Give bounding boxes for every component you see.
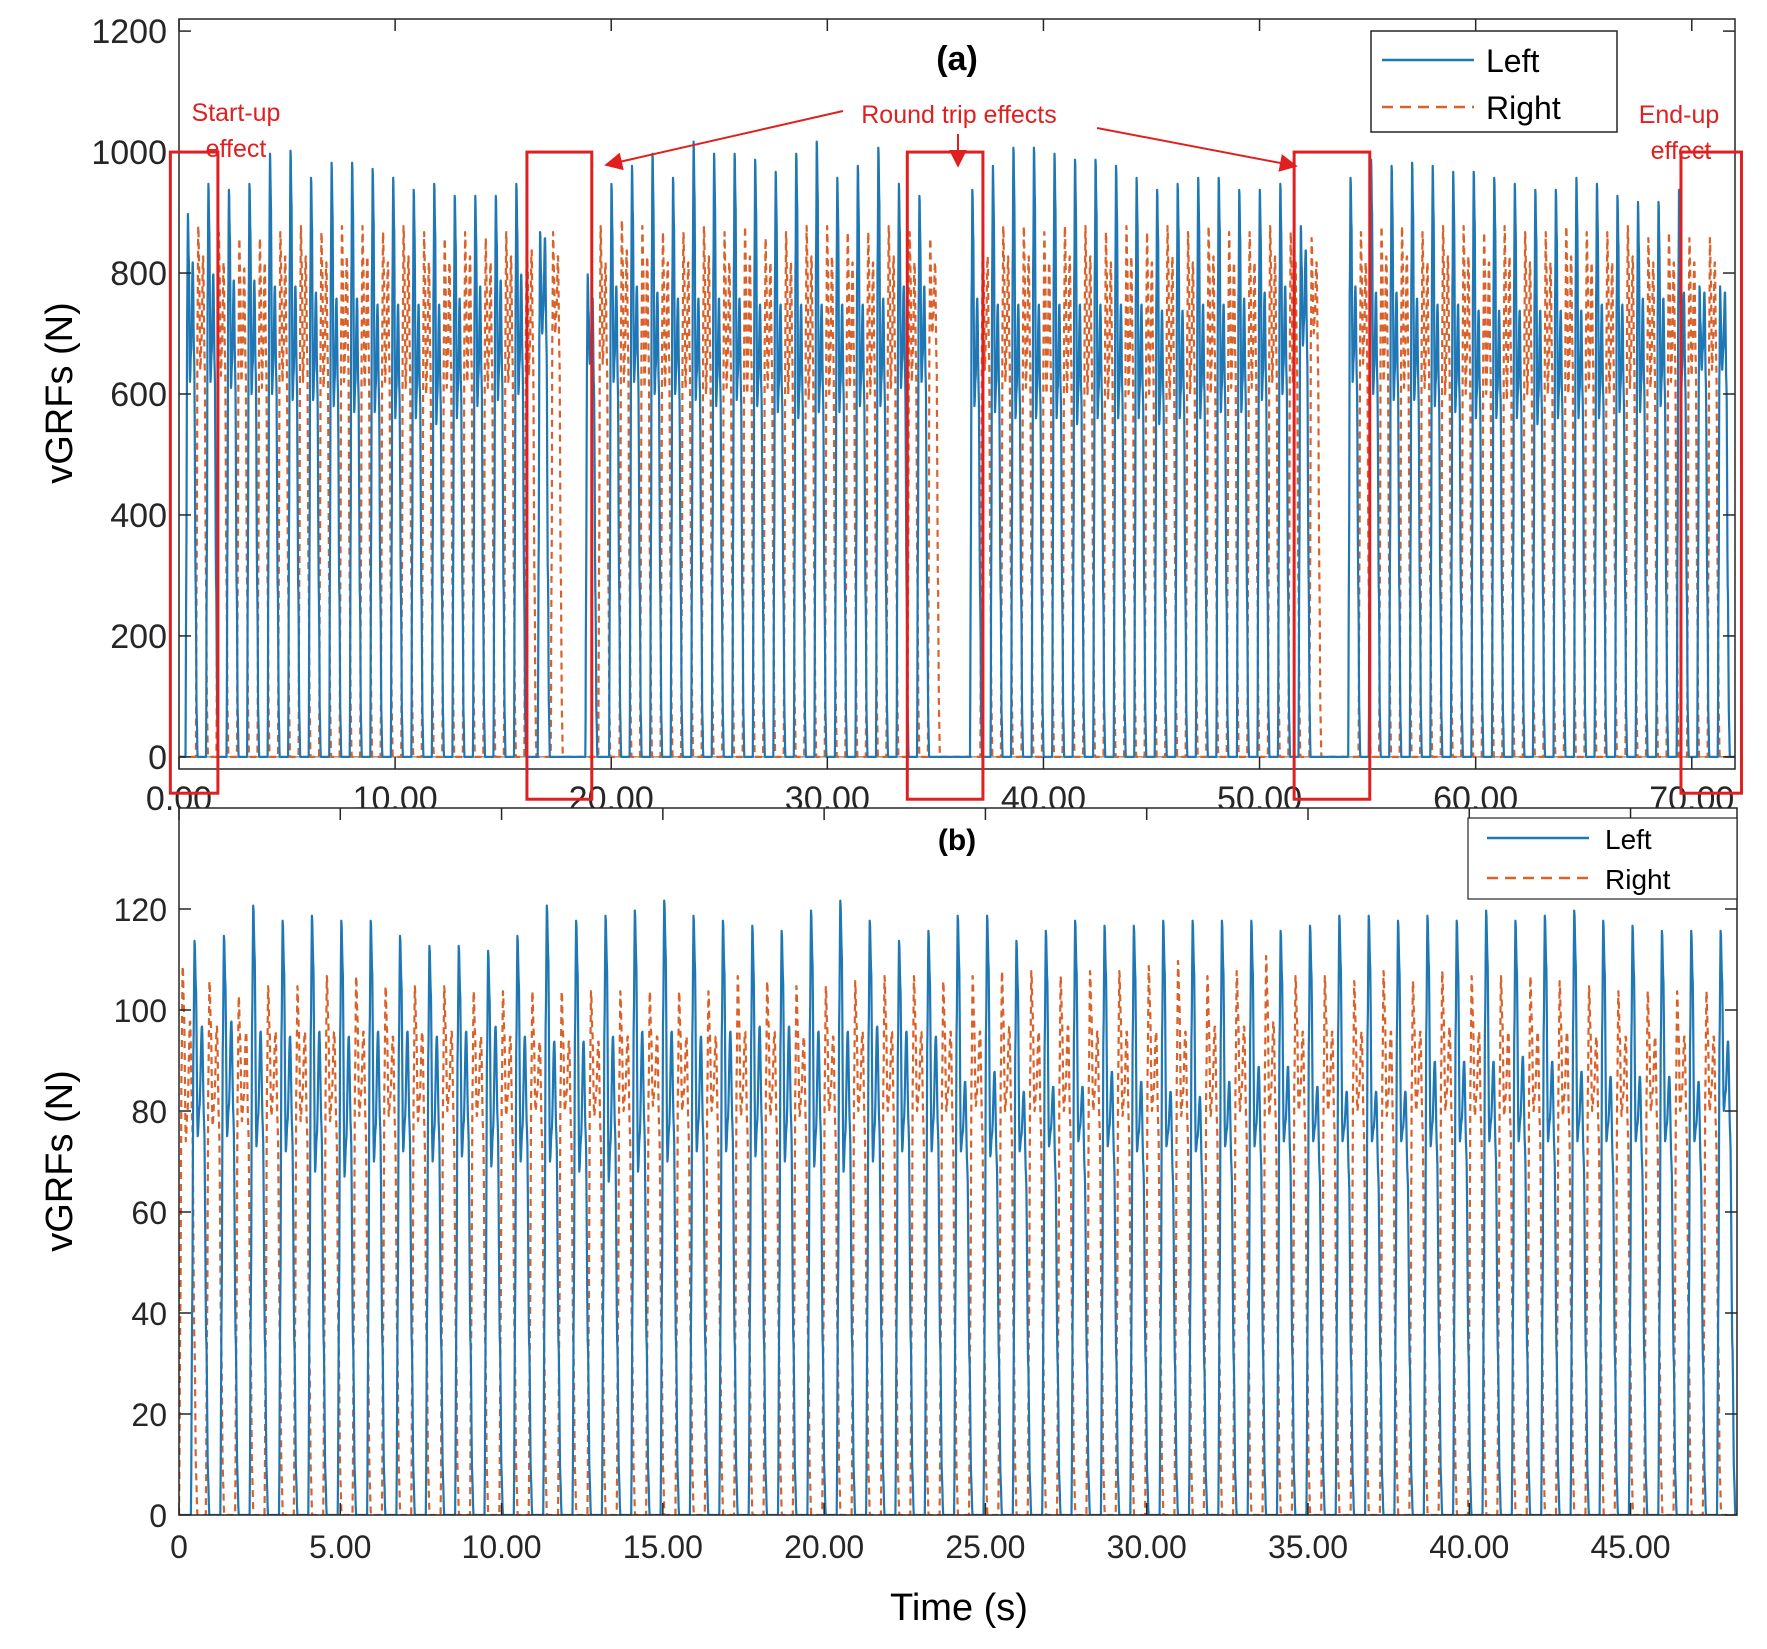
y-tick-label: 400 xyxy=(110,497,167,535)
y-tick-label: 40 xyxy=(131,1296,167,1332)
x-tick-label: 25.00 xyxy=(945,1529,1025,1565)
axes-box-b xyxy=(178,807,1738,1516)
series-line-left-b xyxy=(179,899,1737,1515)
legend-b: Left Right xyxy=(1467,817,1738,900)
panel-a-title: (a) xyxy=(936,40,978,78)
y-tick-label: 600 xyxy=(110,376,167,414)
legend-left-label-b: Left xyxy=(1605,824,1652,855)
y-tick-label: 800 xyxy=(110,255,167,293)
y-tick-label: 200 xyxy=(110,618,167,656)
roundtrip-arrow-right xyxy=(1096,127,1298,172)
x-tick-label: 20.00 xyxy=(784,1529,864,1565)
legend-a: Left Right xyxy=(1370,30,1618,133)
x-tick-label: 40.00 xyxy=(1429,1529,1509,1565)
y-tick-label: 100 xyxy=(114,993,167,1029)
endup-label-line1: End-up xyxy=(1639,101,1720,129)
y-tick-label: 1200 xyxy=(91,13,167,51)
x-axis-label-b: Time (s) xyxy=(890,1587,1028,1629)
y-tick-label: 80 xyxy=(131,1094,167,1130)
panel-a: 0.00 10.00 20.00 30.00 40.00 50.00 60.00 70.000… xyxy=(39,13,1743,818)
legend-right-label-a: Right xyxy=(1486,90,1561,126)
highlight-box-4 xyxy=(1679,150,1743,795)
series-line-left-a xyxy=(179,140,1735,758)
highlight-box-1 xyxy=(525,150,594,801)
y-tick-label: 1000 xyxy=(91,134,167,172)
startup-label-line2: effect xyxy=(206,135,267,163)
y-tick-label: 0 xyxy=(149,1498,167,1534)
y-axis-label-b: vGRFs (N) xyxy=(39,1070,81,1252)
annotations-a: Start-up effect Round trip effects End-u… xyxy=(168,99,1743,801)
series-group-a xyxy=(179,140,1735,758)
startup-label-line1: Start-up xyxy=(192,99,281,127)
legend-right-label-b: Right xyxy=(1605,864,1671,895)
panel-b-title: (b) xyxy=(938,824,976,857)
ticks-b: 0 5.00 10.00 15.00 20.00 25.00 30.00 35.00 40.00… xyxy=(114,808,1737,1565)
x-tick-label: 30.00 xyxy=(1107,1529,1187,1565)
panel-b: 0 5.00 10.00 15.00 20.00 25.00 30.00 35.00 40.00… xyxy=(39,807,1738,1629)
y-tick-label: 60 xyxy=(131,1195,167,1231)
x-tick-label: 5.00 xyxy=(309,1529,371,1565)
x-tick-label: 45.00 xyxy=(1591,1529,1671,1565)
x-tick-label: 15.00 xyxy=(623,1529,703,1565)
x-tick-label: 35.00 xyxy=(1268,1529,1348,1565)
highlight-box-2 xyxy=(905,150,985,801)
x-tick-label: 0 xyxy=(170,1529,188,1565)
x-tick-label: 10.00 xyxy=(462,1529,542,1565)
y-tick-label: 0 xyxy=(148,739,167,777)
highlight-box-0 xyxy=(168,150,220,795)
legend-left-label-a: Left xyxy=(1486,43,1539,79)
highlight-box-3 xyxy=(1292,150,1372,801)
series-group-b xyxy=(179,899,1737,1515)
roundtrip-label: Round trip effects xyxy=(861,101,1056,129)
roundtrip-arrow-left xyxy=(604,110,844,171)
y-axis-label-a: vGRFs (N) xyxy=(39,302,81,484)
y-tick-label: 120 xyxy=(114,892,167,928)
y-tick-label: 20 xyxy=(131,1397,167,1433)
